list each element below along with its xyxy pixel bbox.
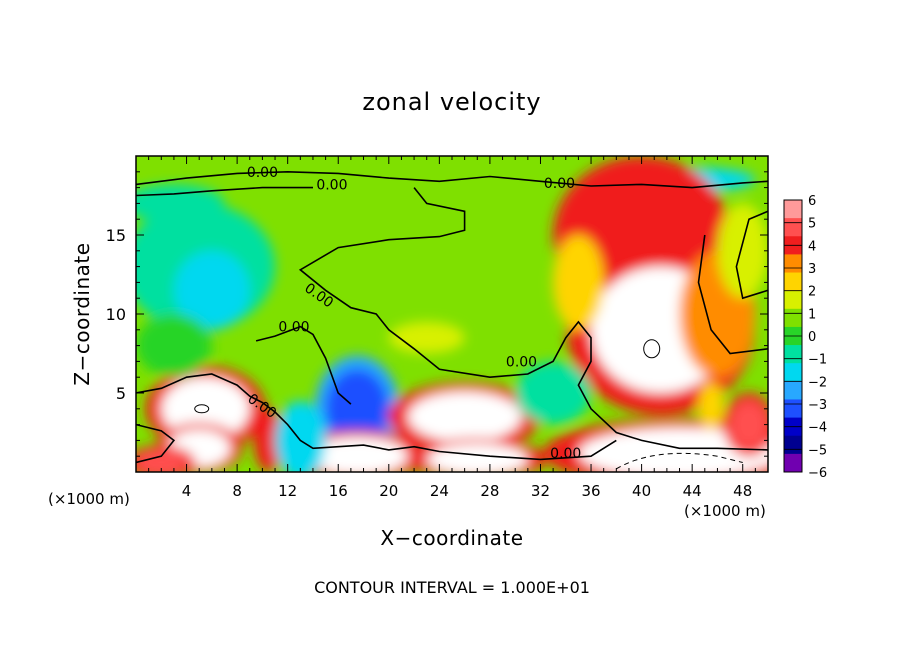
field-region — [407, 391, 522, 442]
colorbar-label: −5 — [808, 443, 827, 458]
x-tick-label: 44 — [683, 482, 702, 500]
x-axis-label: X−coordinate — [380, 526, 524, 550]
zero-contour — [136, 186, 313, 197]
colorbar-label: −2 — [808, 375, 827, 390]
field-region — [173, 250, 250, 330]
zero-contour — [735, 210, 768, 300]
colorbar-swatch — [784, 200, 802, 219]
field-region — [698, 381, 724, 430]
x-tick-label: 40 — [632, 482, 651, 500]
colorbar-label: −3 — [808, 398, 827, 413]
colorbar-label: 5 — [808, 217, 816, 232]
colorbar-label: −4 — [808, 421, 827, 436]
colorbar-label: −1 — [808, 353, 827, 368]
field-region — [136, 449, 187, 472]
closed-contour — [643, 339, 661, 359]
contour-label: 0.00 — [247, 165, 278, 181]
contour-label: 0.00 — [550, 446, 581, 462]
field-region — [136, 314, 212, 378]
x-tick-label: 20 — [379, 482, 398, 500]
field-region — [426, 443, 528, 472]
field-region — [553, 235, 604, 330]
y-tick-label: 15 — [106, 226, 126, 245]
contour-label: 0.00 — [544, 176, 575, 192]
colorbar-swatch — [784, 254, 802, 274]
field-region — [730, 400, 768, 449]
y-tick-label: 10 — [106, 305, 126, 324]
x-tick-label: 8 — [232, 482, 242, 500]
field-region — [325, 369, 389, 449]
colorbar: 6 5 4 3 2 1 0 −1 −2 −3 −4 −5 −6 — [783, 194, 827, 481]
closed-contour — [194, 404, 210, 414]
zero-contour — [697, 234, 768, 355]
x-tick-label: 48 — [733, 482, 752, 500]
colorbar-label: 1 — [808, 307, 816, 322]
negative-contour — [616, 452, 743, 470]
colorbar-label: 4 — [808, 239, 816, 254]
field-region — [515, 361, 592, 425]
x-tick-label: 16 — [329, 482, 348, 500]
colorbar-swatch — [784, 399, 802, 419]
colorbar-swatch — [784, 435, 802, 455]
zero-contour — [255, 325, 352, 405]
colorbar-label: 3 — [808, 262, 816, 277]
x-tick-label: 28 — [480, 482, 499, 500]
colorbar-swatch — [784, 308, 802, 328]
chart-title: zonal velocity — [362, 88, 542, 116]
zero-contour — [136, 373, 617, 461]
field-region — [717, 203, 768, 299]
field-region — [306, 437, 408, 472]
zero-contour — [298, 187, 768, 451]
colorbar-label: 6 — [808, 194, 816, 209]
y-tick-label: 5 — [116, 384, 126, 403]
x-tick-label: 32 — [531, 482, 550, 500]
contour-lines: 0.000.00 0.000.000.000.000.000.00 — [136, 165, 768, 470]
colorbar-label: −6 — [808, 466, 827, 481]
x-tick-label: 36 — [581, 482, 600, 500]
plot-area — [136, 156, 768, 472]
colorbar-swatch — [784, 345, 802, 364]
field-region — [275, 400, 326, 472]
x-unit-label-right: (×1000 m) — [684, 502, 766, 520]
colorbar-swatch — [784, 381, 802, 400]
x-unit-label-left: (×1000 m) — [48, 490, 130, 508]
colorbar-swatch — [784, 453, 802, 473]
x-tick-label: 24 — [430, 482, 449, 500]
colorbar-label: 0 — [808, 330, 816, 345]
x-tick-label: 4 — [182, 482, 192, 500]
contour-label: 0.00 — [506, 354, 537, 370]
contour-label: 0.00 — [278, 320, 309, 336]
zero-contour — [136, 423, 176, 464]
colorbar-swatch — [784, 290, 802, 310]
colorbar-swatch — [784, 272, 802, 292]
colorbar-swatch — [784, 363, 802, 382]
field-region — [388, 321, 465, 354]
contour-interval-note: CONTOUR INTERVAL = 1.000E+01 — [314, 578, 590, 597]
field-region — [578, 427, 768, 472]
zero-contour — [136, 170, 768, 189]
colorbar-swatch — [784, 218, 802, 237]
field-region — [253, 408, 284, 472]
contour-label: 0.00 — [316, 177, 347, 193]
colorbar-label: 2 — [808, 285, 816, 300]
x-tick-label: 12 — [278, 482, 297, 500]
